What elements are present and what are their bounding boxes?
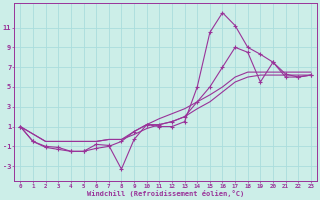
X-axis label: Windchill (Refroidissement éolien,°C): Windchill (Refroidissement éolien,°C) — [87, 190, 244, 197]
